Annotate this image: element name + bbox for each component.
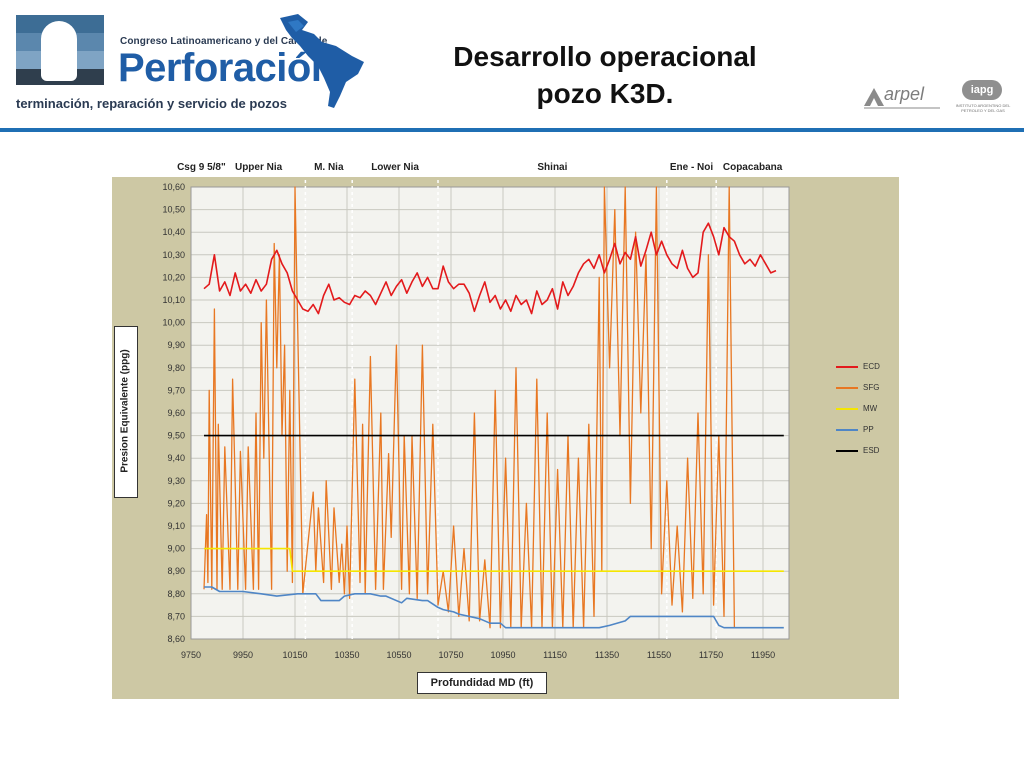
y-tick-label: 9,60 — [167, 408, 185, 418]
y-tick-label: 8,80 — [167, 589, 185, 599]
y-tick-label: 9,40 — [167, 453, 185, 463]
legend-label: ESD — [863, 446, 880, 455]
x-tick-label: 10150 — [282, 650, 307, 660]
legend-swatch — [836, 428, 858, 431]
slide-title-line-1: Desarrollo operacional — [453, 41, 757, 72]
legend-label: MW — [863, 404, 878, 413]
congress-name: Congreso Latinoamericano y del Caribe de — [120, 36, 328, 47]
y-tick-label: 10,00 — [162, 318, 185, 328]
slide-title: Desarrollo operacional pozo K3D. — [410, 38, 800, 112]
formation-label: Csg 9 5/8" — [177, 162, 226, 173]
legend-item-esd: ESD — [836, 444, 879, 458]
legend-swatch — [836, 449, 858, 452]
y-tick-label: 10,10 — [162, 295, 185, 305]
legend-swatch — [836, 407, 858, 410]
iapg-caption: INSTITUTO ARGENTINO DEL PETROLEO Y DEL G… — [955, 103, 1011, 113]
congress-tagline: terminación, reparación y servicio de po… — [16, 96, 287, 111]
latin-america-map-icon — [280, 14, 364, 108]
x-tick-label: 11550 — [647, 650, 671, 660]
formation-label: M. Nia — [314, 162, 344, 173]
x-tick-label: 11350 — [595, 650, 619, 660]
y-tick-label: 10,40 — [162, 227, 185, 237]
series-line-mw — [204, 547, 784, 573]
derrick-silhouette-icon — [41, 21, 77, 81]
x-tick-label: 10550 — [386, 650, 411, 660]
formation-label: Shinai — [537, 162, 568, 173]
congress-wordmark: Perforación — [118, 46, 335, 90]
legend-swatch — [836, 386, 858, 389]
y-tick-label: 10,30 — [162, 250, 185, 260]
x-tick-label: 10750 — [438, 650, 463, 660]
y-tick-label: 9,70 — [167, 385, 185, 395]
slide-header: Congreso Latinoamericano y del Caribe de… — [0, 0, 1024, 132]
legend-swatch — [836, 365, 858, 368]
y-axis-label-box — [114, 326, 138, 498]
y-tick-label: 9,30 — [167, 476, 185, 486]
y-tick-label: 9,00 — [167, 544, 185, 554]
y-tick-label: 10,50 — [162, 205, 185, 215]
plot-border — [190, 186, 790, 640]
y-tick-label: 8,70 — [167, 611, 185, 621]
arpel-wordmark: arpel — [884, 84, 925, 104]
iapg-logo: iapg — [962, 80, 1002, 100]
y-tick-label: 10,20 — [162, 272, 185, 282]
formation-label: Ene - Noi — [669, 162, 714, 173]
x-tick-label: 10950 — [490, 650, 515, 660]
formation-label: Lower Nia — [371, 162, 419, 173]
header-divider — [0, 128, 1024, 132]
legend-item-sfg: SFG — [836, 381, 879, 395]
y-tick-label: 9,90 — [167, 340, 185, 350]
y-tick-label: 9,20 — [167, 498, 185, 508]
legend-item-mw: MW — [836, 402, 877, 416]
legend-item-pp: PP — [836, 423, 874, 437]
arpel-logo-icon — [864, 88, 940, 109]
x-tick-label: 11950 — [751, 650, 775, 660]
y-tick-label: 8,90 — [167, 566, 185, 576]
y-axis-label: Presion Equivalente (ppg) — [119, 349, 131, 473]
series-line-ecd — [203, 222, 777, 315]
x-tick-label: 9950 — [233, 650, 253, 660]
legend-item-ecd: ECD — [836, 360, 880, 374]
y-tick-label: 8,60 — [167, 634, 185, 644]
legend-label: ECD — [863, 362, 880, 371]
y-tick-label: 10,60 — [162, 182, 185, 192]
formation-label: Copacabana — [722, 162, 783, 173]
formation-label: Upper Nia — [234, 162, 283, 173]
legend-label: PP — [863, 425, 874, 434]
legend-label: SFG — [863, 383, 880, 392]
series-line-sfg — [203, 186, 736, 629]
x-tick-label: 9750 — [181, 650, 201, 660]
y-tick-label: 9,10 — [167, 521, 185, 531]
slide-title-line-2: pozo K3D. — [536, 78, 674, 109]
x-axis-label: Profundidad MD (ft) — [417, 672, 547, 694]
series-line-pp — [204, 586, 784, 629]
formation-band — [120, 158, 794, 178]
x-tick-label: 10350 — [334, 650, 359, 660]
congress-logo — [16, 15, 104, 85]
x-tick-label: 11150 — [543, 650, 567, 660]
y-tick-label: 9,50 — [167, 431, 185, 441]
y-tick-label: 9,80 — [167, 363, 185, 373]
x-tick-label: 11750 — [699, 650, 723, 660]
